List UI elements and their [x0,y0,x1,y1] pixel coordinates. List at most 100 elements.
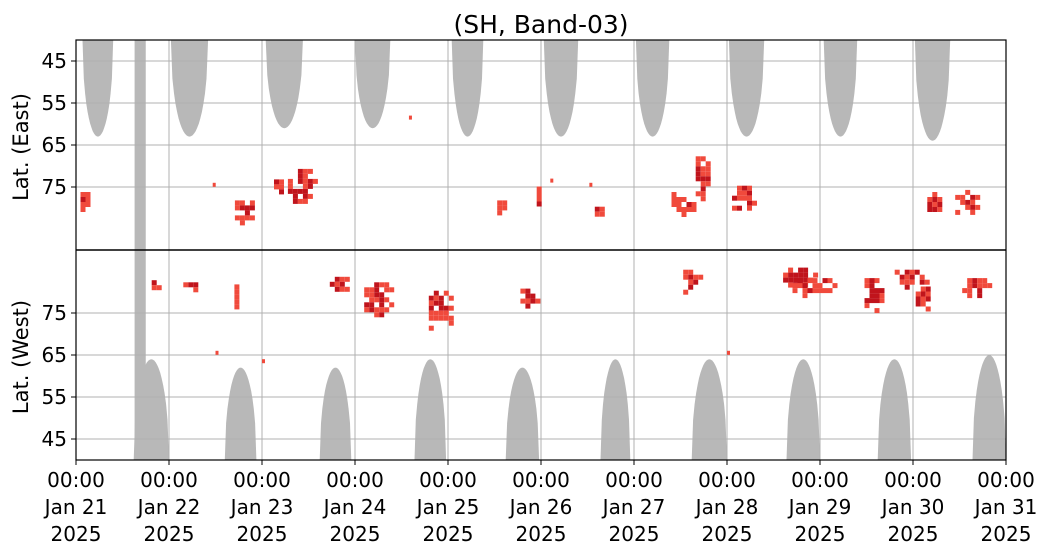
activity-cell [249,215,255,221]
x-tick-label: 00:00 [47,468,105,492]
activity-cell [742,185,747,191]
activity-cell [967,278,973,284]
activity-cell [737,195,742,201]
activity-cell [914,269,920,275]
no-data-region-west [786,359,820,460]
x-tick-label: 00:00 [326,468,384,492]
activity-cell [80,202,86,207]
activity-cell [374,282,380,288]
activity-cell [497,210,503,216]
activity-cell [747,190,752,196]
activity-cell [970,199,976,205]
activity-cell [302,193,308,199]
activity-cell [312,178,318,184]
activity-cell [389,287,395,293]
activity-cluster [234,200,255,226]
x-tick-label: 2025 [516,522,567,546]
y-tick-label: 45 [42,427,67,451]
activity-cell [965,189,971,195]
activity-cell [339,281,345,287]
activity-cell [384,297,390,303]
activity-cell [827,288,833,294]
no-data-region-east [823,40,858,137]
activity-cell [705,161,711,167]
activity-cell [864,303,870,309]
activity-cell [428,305,434,311]
activity-cell [292,193,298,199]
activity-cell [329,281,335,287]
activity-cell [234,289,240,295]
x-tick-label: 2025 [702,522,753,546]
x-tick-label: 00:00 [512,468,570,492]
activity-cell [671,192,677,197]
x-tick-label: 2025 [609,522,660,546]
activity-cell [599,211,605,217]
activity-cell [698,274,704,280]
activity-cell [737,205,742,211]
activity-cluster [274,179,284,195]
chart-title: (SH, Band-03) [453,10,628,39]
activity-cell [389,302,395,308]
activity-cell [975,194,981,200]
activity-cell [287,183,293,189]
activity-cell [879,288,885,294]
activity-cell [817,288,823,294]
activity-cell [899,279,905,285]
activity-cell [594,211,600,217]
activity-cell [700,191,706,197]
activity-cell [438,300,444,306]
activity-cluster [915,286,931,312]
activity-cell [925,296,931,302]
activity-cell [737,190,742,196]
activity-cell [807,288,813,294]
activity-cell [85,192,91,197]
activity-cell [924,279,930,285]
activity-cell [797,283,803,289]
activity-cell [899,274,905,280]
activity-cell [869,278,875,284]
activity-cell [977,288,983,294]
activity-cell [693,274,699,280]
activity-cell [927,202,933,207]
activity-cell [428,315,434,321]
activity-cell [369,302,375,308]
activity-cell [244,210,250,216]
activity-cell [705,171,711,177]
x-tick-label: 2025 [888,522,939,546]
activity-cell [803,267,809,273]
activity-cell [279,179,284,185]
activity-cell [302,188,308,194]
activity-cell [874,308,880,314]
activity-cell [344,286,350,292]
activity-cell [792,288,798,294]
no-data-region-east [170,40,209,137]
activity-cell [428,325,434,331]
y-axis-label-east: Lat. (East) [9,93,33,201]
activity-cell [530,293,536,299]
activity-cell [384,282,390,288]
activity-cell [428,310,434,316]
no-data-region-west [414,359,447,460]
activity-cell [864,278,870,284]
activity-cell [307,193,313,199]
activity-cell [919,279,925,285]
activity-cell [379,297,385,303]
x-tick-label: Jan 25 [415,495,480,519]
activity-cell [879,298,885,304]
x-tick-label: 00:00 [791,468,849,492]
activity-cell [874,298,880,304]
activity-cell [525,298,531,304]
no-data-region-east [635,40,670,137]
activity-cell [374,287,380,293]
activity-cell [302,178,308,184]
activity-cell [433,295,439,301]
activity-cell [792,283,798,289]
activity-cell [695,176,701,182]
activity-cell [302,168,308,174]
activity-cell [183,282,189,288]
activity-cell [364,302,370,308]
activity-cell [864,283,870,289]
activity-cell [438,305,444,311]
activity-cell [700,171,706,177]
activity-cluster [287,168,318,204]
